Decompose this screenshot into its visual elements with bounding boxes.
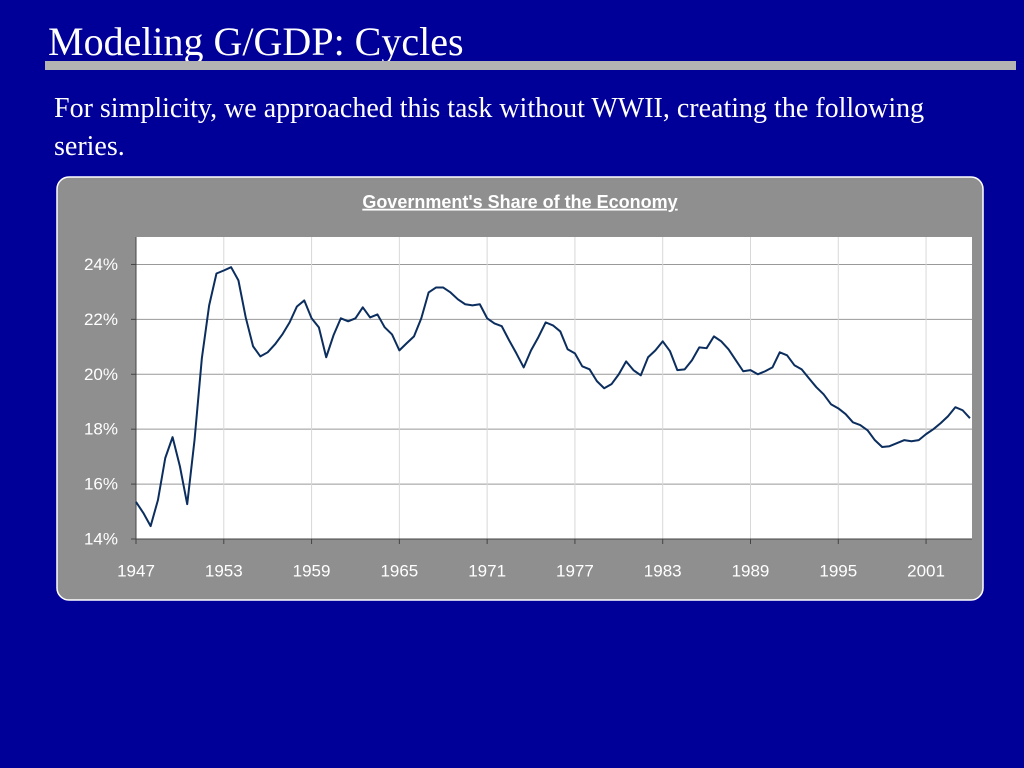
x-tick-label: 1995 bbox=[819, 561, 857, 580]
x-tick-label: 1983 bbox=[644, 561, 682, 580]
y-tick-label: 22% bbox=[84, 310, 118, 329]
plot-area bbox=[136, 237, 972, 539]
y-tick-label: 16% bbox=[84, 475, 118, 494]
x-tick-label: 1977 bbox=[556, 561, 594, 580]
slide-title: Modeling G/GDP: Cycles bbox=[48, 19, 464, 64]
x-tick-label: 1971 bbox=[468, 561, 506, 580]
x-tick-label: 1953 bbox=[205, 561, 243, 580]
y-tick-label: 14% bbox=[84, 529, 118, 548]
x-tick-label: 1989 bbox=[732, 561, 770, 580]
x-tick-label: 1965 bbox=[380, 561, 418, 580]
chart-title: Government's Share of the Economy bbox=[362, 192, 677, 212]
body-text: For simplicity, we approached this task … bbox=[54, 93, 925, 162]
y-tick-label: 18% bbox=[84, 420, 118, 439]
data-line bbox=[135, 266, 971, 528]
x-tick-label: 1947 bbox=[117, 561, 155, 580]
x-tick-label: 2001 bbox=[907, 561, 945, 580]
y-tick-label: 20% bbox=[84, 365, 118, 384]
x-tick-label: 1959 bbox=[293, 561, 331, 580]
y-tick-label: 24% bbox=[84, 255, 118, 274]
title-rule bbox=[45, 61, 1016, 70]
